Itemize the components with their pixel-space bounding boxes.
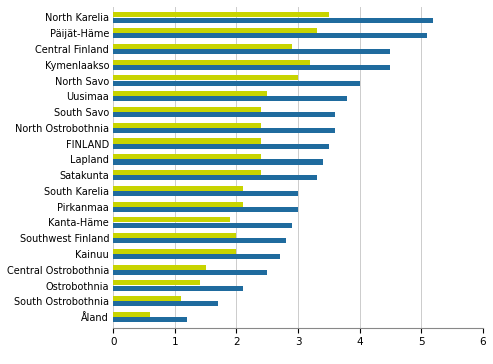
Bar (113, 49, 390, 54)
Bar (113, 154, 261, 159)
Bar (113, 280, 200, 285)
Bar (113, 28, 317, 33)
Bar (113, 112, 335, 117)
Bar (113, 191, 298, 196)
Bar (113, 107, 261, 112)
Bar (113, 296, 181, 301)
Bar (113, 44, 292, 49)
Bar (113, 91, 267, 96)
Bar (113, 270, 267, 275)
Legend: 2019, 2020: 2019, 2020 (246, 362, 350, 364)
Bar (113, 80, 359, 86)
Bar (113, 186, 243, 191)
Bar (113, 233, 237, 238)
Bar (113, 96, 347, 102)
Bar (113, 238, 286, 244)
Bar (113, 207, 298, 212)
Bar (113, 249, 237, 254)
Bar (113, 222, 292, 228)
Bar (113, 75, 298, 80)
Bar (113, 128, 335, 133)
Bar (113, 170, 261, 175)
Bar (113, 254, 280, 259)
Bar (113, 12, 329, 17)
Bar (113, 144, 329, 149)
Bar (113, 217, 230, 222)
Bar (113, 159, 323, 165)
Bar (113, 60, 311, 65)
Bar (113, 33, 427, 38)
Bar (113, 138, 261, 143)
Bar (113, 123, 261, 128)
Bar (113, 312, 150, 317)
Bar (113, 202, 243, 207)
Bar (113, 301, 218, 306)
Bar (113, 265, 206, 270)
Bar (113, 286, 243, 291)
Bar (113, 17, 433, 23)
Bar (113, 65, 390, 70)
Bar (113, 175, 317, 180)
Bar (113, 317, 187, 322)
